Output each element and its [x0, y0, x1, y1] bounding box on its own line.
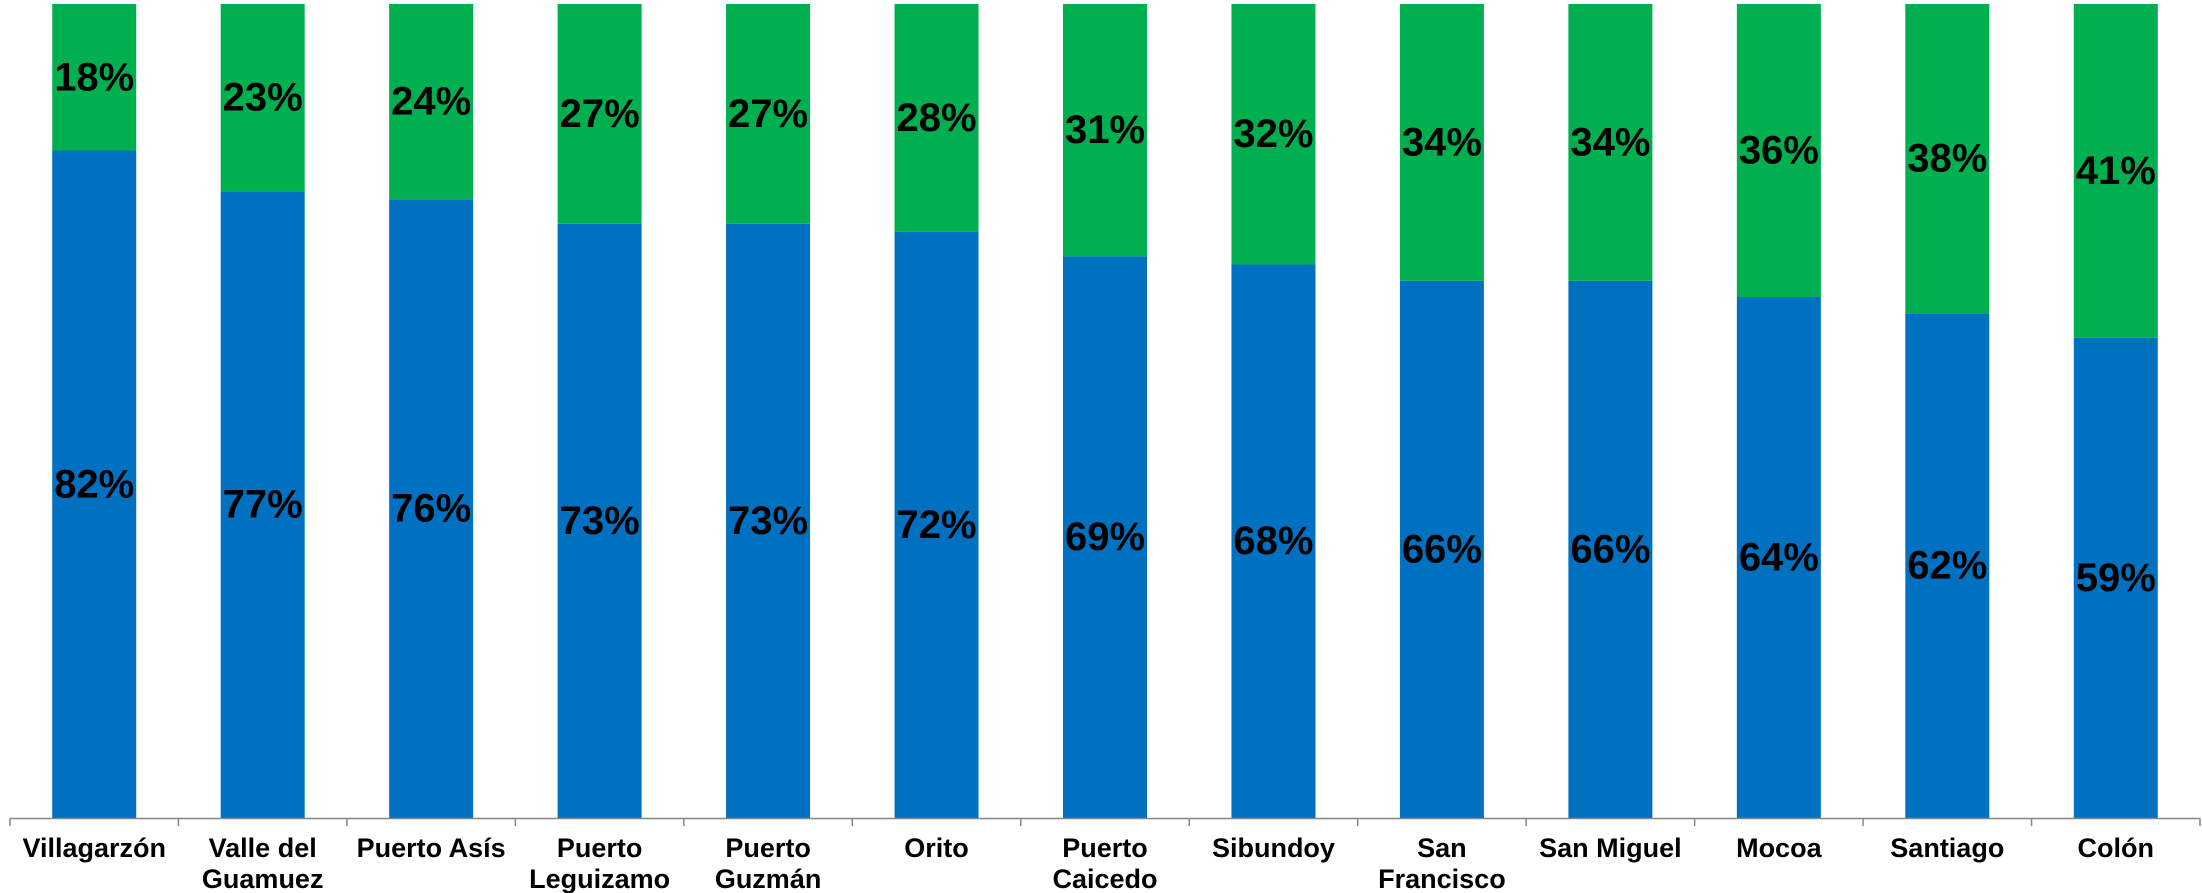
data-label-s1-6: 31%: [1065, 108, 1145, 152]
bar-segment-s1-10: [1736, 4, 1821, 298]
bar-segment-s0-1: [220, 191, 305, 819]
x-axis: [9, 817, 2201, 826]
data-label-s1-1: 23%: [223, 76, 303, 120]
data-label-s0-6: 69%: [1065, 515, 1145, 559]
category-label-7: Sibundoy: [1212, 833, 1335, 863]
bar-segment-s0-5: [894, 231, 979, 819]
data-label-s1-4: 27%: [728, 92, 808, 136]
bar-segment-s1-11: [1905, 4, 1990, 314]
category-label-2: Puerto Asís: [357, 833, 506, 863]
bar-segment-s1-6: [1063, 4, 1147, 257]
bar-segment-s0-0: [52, 150, 137, 818]
category-label-0: Villagarzón: [22, 833, 166, 863]
data-label-s1-12: 41%: [2076, 149, 2156, 193]
category-label-6: Puerto Caicedo: [1052, 833, 1157, 893]
data-label-s0-1: 77%: [223, 483, 303, 527]
data-label-s1-8: 34%: [1402, 120, 1482, 164]
bar-segment-s1-0: [52, 4, 137, 151]
bar-segment-s0-6: [1063, 256, 1147, 819]
data-label-s1-5: 28%: [897, 96, 977, 140]
bar-segment-s0-2: [389, 199, 474, 819]
bar-segment-s1-2: [389, 4, 474, 200]
data-label-s0-3: 73%: [560, 499, 640, 543]
data-label-s1-2: 24%: [391, 80, 471, 124]
data-label-s0-9: 66%: [1570, 527, 1650, 571]
data-label-s0-8: 66%: [1402, 527, 1482, 571]
data-label-s1-9: 34%: [1570, 120, 1650, 164]
bar-segment-s0-8: [1399, 280, 1484, 818]
data-labels: 82% 18% 77% 23% 76% 24% 73% 27% 73% 27% 72% 28% 69% 3…: [54, 55, 2156, 600]
data-label-s1-7: 32%: [1233, 112, 1313, 156]
bar-segment-s1-5: [894, 4, 979, 232]
data-label-s0-0: 82%: [54, 462, 134, 506]
data-label-s1-11: 38%: [1907, 137, 1987, 181]
category-label-8: San Francisco: [1378, 833, 1506, 893]
bar-segment-s0-12: [2073, 337, 2158, 818]
bar-segment-s0-4: [726, 223, 811, 818]
data-label-s0-4: 73%: [728, 499, 808, 543]
bar-segment-s0-9: [1568, 280, 1653, 818]
bar-segment-s1-7: [1231, 4, 1316, 265]
data-label-s0-10: 64%: [1739, 536, 1819, 580]
bar-segment-s1-9: [1568, 4, 1653, 281]
category-label-3: Puerto Leguizamo: [529, 833, 670, 893]
data-label-s1-0: 18%: [54, 55, 134, 99]
data-label-s0-7: 68%: [1233, 519, 1313, 563]
category-label-11: Santiago: [1890, 833, 2004, 863]
bar-segment-s1-12: [2073, 4, 2158, 338]
bar-segment-s1-4: [726, 4, 811, 224]
data-label-s0-11: 62%: [1907, 544, 1987, 588]
data-label-s0-12: 59%: [2076, 556, 2156, 600]
bar-segment-s0-3: [557, 223, 642, 818]
bar-segment-s1-1: [220, 4, 305, 192]
category-label-5: Orito: [904, 833, 969, 863]
category-label-10: Mocoa: [1736, 833, 1822, 863]
data-label-s1-3: 27%: [560, 92, 640, 136]
data-label-s0-5: 72%: [897, 503, 977, 547]
bar-area: [52, 4, 2158, 819]
category-label-1: Valle del Guamuez: [202, 833, 324, 893]
category-labels: Villagarzón Valle del Guamuez Puerto Asís Pu…: [22, 833, 2154, 893]
data-label-s1-10: 36%: [1739, 129, 1819, 173]
bar-segment-s0-11: [1905, 313, 1990, 818]
category-label-12: Colón: [2078, 833, 2154, 863]
category-label-9: San Miguel: [1539, 833, 1682, 863]
bar-segment-s1-3: [557, 4, 642, 224]
bar-segment-s1-8: [1399, 4, 1484, 281]
bar-segment-s0-10: [1736, 297, 1821, 818]
data-label-s0-2: 76%: [391, 487, 471, 531]
bar-segment-s0-7: [1231, 264, 1316, 819]
category-label-4: Puerto Guzmán: [715, 833, 822, 893]
